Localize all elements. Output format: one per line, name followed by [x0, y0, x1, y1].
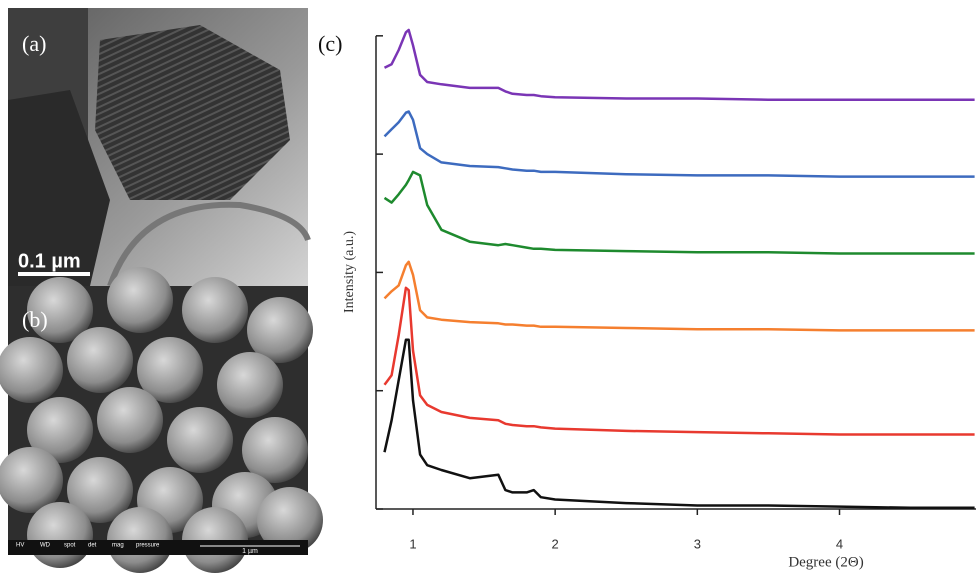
info-label: HV — [16, 543, 24, 549]
particle — [137, 337, 203, 403]
x-tick-label: 3 — [694, 536, 701, 551]
info-label: spot — [64, 543, 76, 549]
panel-label: (c) — [318, 31, 342, 56]
particle — [67, 457, 133, 523]
scale-label: 1 µm — [242, 548, 258, 555]
sem-image — [0, 267, 323, 573]
x-tick-label: 1 — [409, 536, 416, 551]
tem-image — [8, 8, 311, 287]
info-bar — [8, 540, 308, 555]
particle — [182, 277, 248, 343]
particle — [107, 267, 173, 333]
info-label: pressure — [136, 543, 160, 549]
series-line — [383, 28, 975, 101]
info-bar-text: HV WD spot det mag pressure — [16, 543, 160, 549]
particle — [27, 277, 93, 343]
x-tick-label: 4 — [836, 536, 843, 551]
scale-label: 0.1 µm — [18, 250, 81, 272]
panel-label: (b) — [22, 307, 48, 332]
series-line — [383, 286, 975, 436]
particle — [247, 297, 313, 363]
series-line — [383, 110, 975, 178]
info-label: det — [88, 543, 97, 549]
info-label: WD — [40, 543, 51, 549]
particle — [27, 397, 93, 463]
panel-label: (a) — [22, 31, 46, 56]
particle — [0, 337, 63, 403]
plot: 1 2 3 4 — [375, 28, 976, 551]
info-label: mag — [112, 543, 124, 549]
series-line — [383, 170, 975, 255]
scale-bar — [18, 272, 90, 276]
particle — [27, 502, 93, 568]
particle — [67, 327, 133, 393]
particle — [97, 387, 163, 453]
particle — [217, 352, 283, 418]
particle — [257, 487, 323, 553]
series-line — [383, 338, 975, 510]
y-axis-label: Intensity (a.u.) — [342, 231, 357, 313]
x-axis-label: Degree (2Θ) — [788, 554, 863, 570]
x-tick-label: 2 — [552, 536, 559, 551]
series-line — [383, 260, 975, 332]
particle — [0, 447, 63, 513]
particle — [167, 407, 233, 473]
particle — [242, 417, 308, 483]
